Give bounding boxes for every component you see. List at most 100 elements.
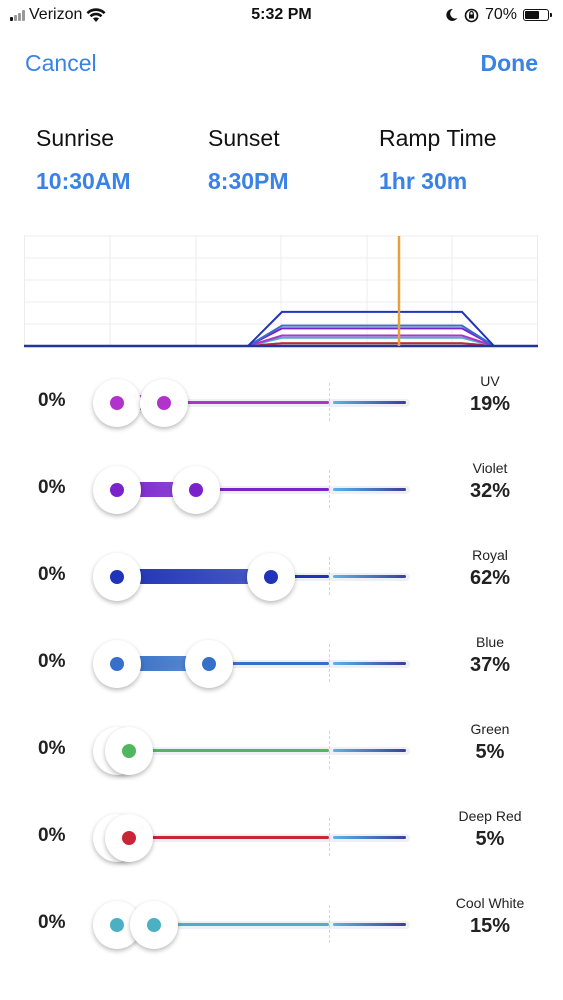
slider-divider xyxy=(329,557,330,595)
carrier-label: Verizon xyxy=(29,6,83,23)
signal-icon xyxy=(10,9,25,21)
status-right: 70% xyxy=(445,6,552,24)
ramp-time-setting[interactable]: Ramp Time 1hr 30m xyxy=(379,125,497,195)
slider-track-gradient xyxy=(333,401,406,404)
slider-divider xyxy=(329,383,330,421)
knob-dot xyxy=(110,483,124,497)
chart-curve-uv xyxy=(247,334,495,347)
channel-max-value: 32% xyxy=(469,480,511,502)
chart-curve-deep-red xyxy=(247,342,495,347)
battery-percent: 70% xyxy=(484,6,517,23)
channel-name: Blue xyxy=(475,634,505,650)
slider-track-gradient xyxy=(333,662,406,665)
slider-min-knob[interactable] xyxy=(93,466,141,514)
ramp-time-value[interactable]: 1hr 30m xyxy=(379,168,468,194)
slider-track-line xyxy=(154,923,329,926)
slider-track-line xyxy=(129,749,329,752)
slider-track-line xyxy=(164,401,329,404)
channel-name: UV xyxy=(480,373,500,389)
slider-min-knob[interactable] xyxy=(93,640,141,688)
chart-curve-cool-white xyxy=(247,336,495,347)
slider-track-line xyxy=(129,836,329,839)
slider-min-knob[interactable] xyxy=(93,553,141,601)
knob-dot xyxy=(147,918,162,932)
slider-divider xyxy=(329,470,330,508)
channel-min-value: 0% xyxy=(38,564,66,585)
channel-row-royal: 0% Royal 62% xyxy=(0,547,563,607)
channel-max-value: 5% xyxy=(475,828,505,850)
channel-name: Deep Red xyxy=(458,808,522,824)
orientation-lock-icon xyxy=(464,8,479,22)
knob-dot xyxy=(110,396,124,410)
ramp-time-label: Ramp Time xyxy=(379,125,497,151)
chart-curve-violet xyxy=(247,327,495,347)
channel-name: Green xyxy=(470,721,510,737)
slider-fill xyxy=(117,569,271,584)
sunset-label: Sunset xyxy=(208,125,280,151)
slider-divider xyxy=(329,644,330,682)
slider-max-knob[interactable] xyxy=(140,379,189,427)
slider-max-knob[interactable] xyxy=(105,727,154,775)
channel-max-value: 37% xyxy=(469,654,511,676)
moon-icon xyxy=(446,8,458,21)
slider-divider xyxy=(329,731,330,769)
sunset-setting[interactable]: Sunset 8:30PM xyxy=(208,125,289,195)
channel-max-value: 19% xyxy=(469,393,511,415)
sunset-value[interactable]: 8:30PM xyxy=(208,168,289,194)
sunrise-label: Sunrise xyxy=(36,125,114,151)
knob-dot xyxy=(157,396,172,410)
slider-track-line xyxy=(270,575,329,578)
light-schedule-chart xyxy=(24,235,538,348)
slider-track-gradient xyxy=(333,488,406,491)
status-time: 5:32 PM xyxy=(251,6,312,23)
channel-min-value: 0% xyxy=(38,477,66,498)
channel-max-value: 5% xyxy=(475,741,505,763)
sunrise-setting[interactable]: Sunrise 10:30AM xyxy=(36,125,131,195)
status-bar: Verizon 5:32 PM 70% xyxy=(0,0,563,34)
channel-max-value: 62% xyxy=(469,567,511,589)
channel-row-green: 0% Green 5% xyxy=(0,721,563,781)
slider-track-gradient xyxy=(333,923,406,926)
slider-divider xyxy=(329,818,330,856)
slider-track-gradient xyxy=(333,749,406,752)
chart-curve-royal xyxy=(247,310,495,347)
channel-min-value: 0% xyxy=(38,738,66,759)
slider-track-gradient xyxy=(333,575,406,578)
channel-row-cool-white: 0% Cool White 15% xyxy=(0,895,563,955)
slider-max-knob[interactable] xyxy=(184,640,233,688)
done-button[interactable]: Done xyxy=(480,50,539,76)
wifi-icon xyxy=(86,7,106,22)
channel-min-value: 0% xyxy=(38,390,66,411)
battery-icon xyxy=(523,9,552,21)
slider-min-knob[interactable] xyxy=(93,901,141,949)
knob-dot xyxy=(122,744,137,758)
channel-min-value: 0% xyxy=(38,825,66,846)
slider-max-knob[interactable] xyxy=(105,814,154,862)
knob-dot xyxy=(110,657,124,671)
slider-track-gradient xyxy=(333,836,406,839)
slider-max-knob[interactable] xyxy=(172,466,221,514)
slider-divider xyxy=(329,905,330,943)
slider-min-knob[interactable] xyxy=(93,379,141,427)
channel-name: Cool White xyxy=(455,895,525,911)
knob-dot xyxy=(122,831,137,845)
channel-max-value: 15% xyxy=(469,915,511,937)
channel-row-uv: 0% UV 19% xyxy=(0,373,563,433)
channel-row-violet: 0% Violet 32% xyxy=(0,460,563,520)
slider-max-knob[interactable] xyxy=(130,901,179,949)
knob-dot xyxy=(110,918,124,932)
channel-row-deep-red: 0% Deep Red 5% xyxy=(0,808,563,868)
channel-name: Royal xyxy=(472,547,508,563)
knob-dot xyxy=(110,570,124,584)
channel-name: Violet xyxy=(472,460,508,476)
slider-max-knob[interactable] xyxy=(246,553,295,601)
channel-min-value: 0% xyxy=(38,651,66,672)
chart-curve-blue xyxy=(247,324,495,347)
knob-dot xyxy=(189,483,204,497)
knob-dot xyxy=(201,657,216,671)
sunrise-value[interactable]: 10:30AM xyxy=(36,168,131,194)
cancel-button[interactable]: Cancel xyxy=(25,50,97,76)
channel-row-blue: 0% Blue 37% xyxy=(0,634,563,694)
knob-dot xyxy=(263,570,278,584)
chart-grid xyxy=(24,235,538,346)
